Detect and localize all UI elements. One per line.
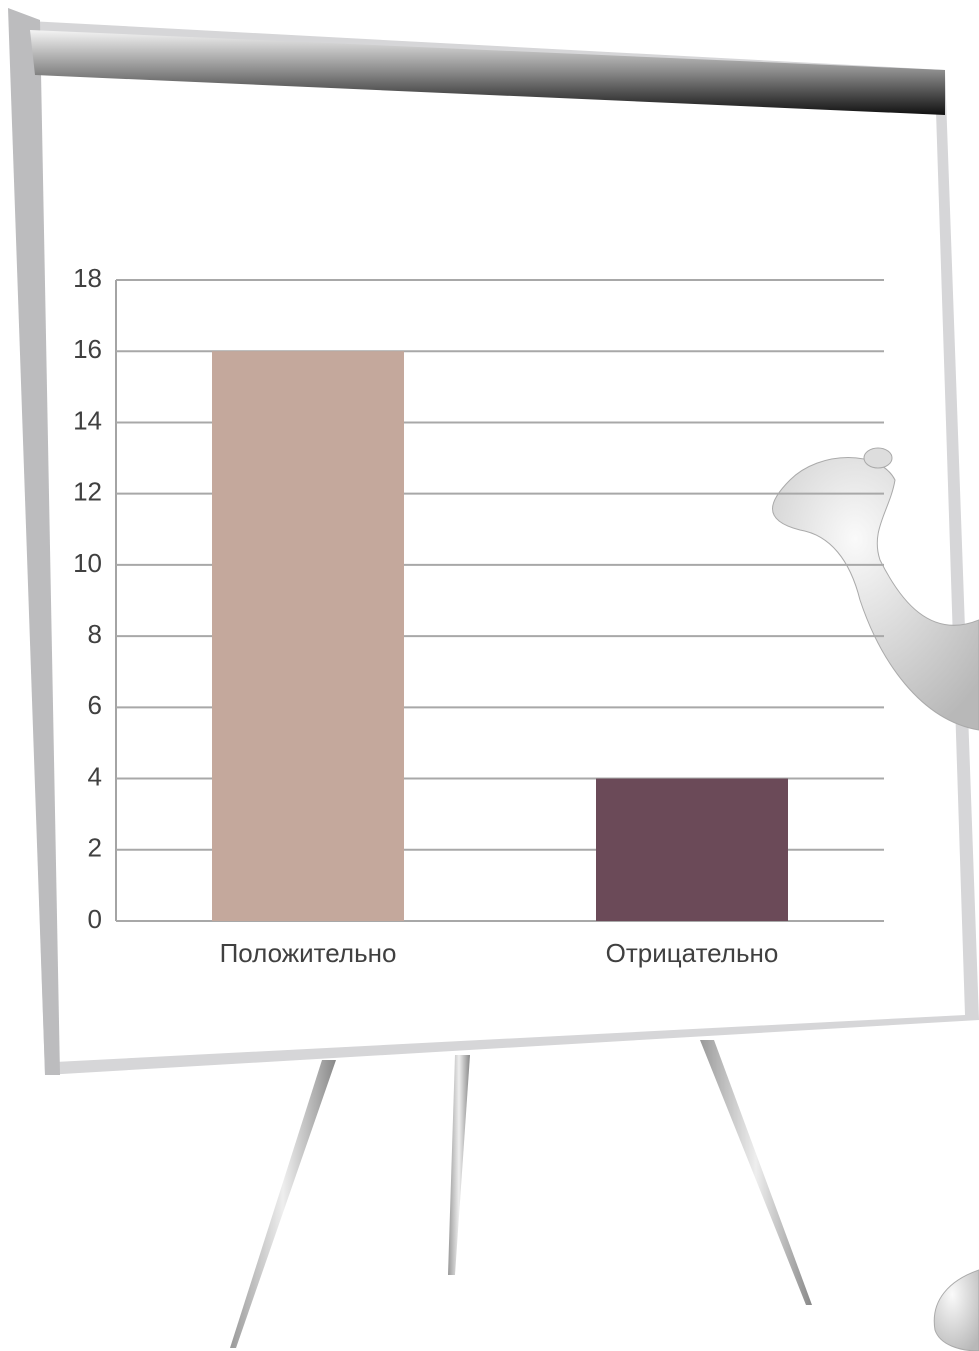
y-tick-label: 12 (73, 477, 102, 507)
y-tick-label: 4 (88, 761, 102, 791)
y-tick-label: 18 (73, 263, 102, 293)
chart: 0 2 4 6 8 10 12 14 16 18 Положительно Отрицательно (0, 0, 979, 1351)
x-tick-label: Отрицательно (606, 938, 779, 968)
bar (596, 779, 788, 921)
y-tick-label: 14 (73, 405, 102, 435)
bar (212, 351, 404, 921)
y-tick-label: 10 (73, 548, 102, 578)
y-tick-label: 0 (88, 904, 102, 934)
y-tick-label: 16 (73, 334, 102, 364)
easel (8, 8, 979, 1348)
y-tick-label: 6 (88, 690, 102, 720)
x-tick-label: Положительно (220, 938, 397, 968)
y-tick-label: 2 (88, 833, 102, 863)
y-tick-label: 8 (88, 619, 102, 649)
